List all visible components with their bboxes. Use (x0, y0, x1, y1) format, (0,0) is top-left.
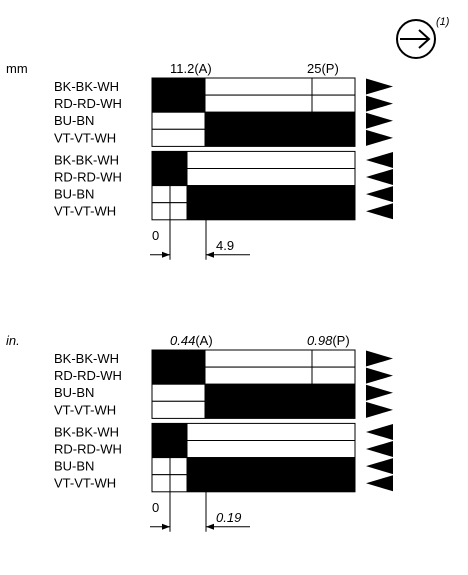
mark-p-label: 25(P) (307, 61, 339, 76)
contact-row: VT-VT-WH (54, 128, 393, 147)
row-label: BK-BK-WH (54, 351, 119, 366)
closed-segment (205, 112, 355, 130)
contact-row: VT-VT-WH (54, 400, 393, 419)
triangle-left-icon (366, 458, 393, 475)
row-label: BK-BK-WH (54, 79, 119, 94)
row-label: RD-RD-WH (54, 170, 122, 185)
mark-p-label: 0.98(P) (307, 333, 350, 348)
dimension-value: 4.9 (216, 238, 234, 253)
mark-p-suffix: (P) (332, 333, 349, 348)
triangle-right-icon (366, 401, 393, 418)
row-label: VT-VT-WH (54, 130, 116, 145)
closed-segment (205, 384, 355, 402)
row-label: BK-BK-WH (54, 152, 119, 167)
closed-segment (187, 457, 355, 475)
row-label: RD-RD-WH (54, 442, 122, 457)
triangle-left-icon (366, 203, 393, 220)
zero-label: 0 (152, 500, 159, 515)
circled-arrow-right-icon (396, 19, 436, 59)
zero-label: 0 (152, 228, 159, 243)
panel-mm: mm 11.2(A) 25(P) BK-BK-WH RD-RD-WH BU-BN VT-VT… (6, 61, 393, 260)
triangle-right-icon (366, 112, 393, 129)
row-label: VT-VT-WH (54, 476, 116, 491)
triangle-left-icon (366, 475, 393, 492)
closed-segment (152, 350, 205, 368)
unit-label: mm (6, 61, 28, 76)
closed-segment (187, 185, 355, 203)
mark-a-label: 0.44(A) (170, 333, 213, 348)
triangle-left-icon (366, 169, 393, 186)
dimension-arrowhead-left (162, 523, 170, 530)
indicator-arrow-head (418, 29, 431, 49)
reference-note: (1) (436, 16, 450, 28)
triangle-left-icon (366, 151, 393, 168)
closed-segment (205, 401, 355, 419)
triangle-right-icon (366, 367, 393, 384)
closed-segment (152, 367, 205, 385)
mark-p-value: 0.98 (307, 333, 333, 348)
triangle-right-icon (366, 350, 393, 367)
contact-row: RD-RD-WH (54, 94, 393, 113)
row-label: BK-BK-WH (54, 424, 119, 439)
contact-row: RD-RD-WH (54, 366, 393, 385)
triangle-right-icon (366, 129, 393, 146)
triangle-left-icon (366, 423, 393, 440)
contact-row: RD-RD-WH (54, 168, 393, 187)
row-label: BU-BN (54, 113, 94, 128)
triangle-right-icon (366, 384, 393, 401)
triangle-right-icon (366, 78, 393, 95)
contact-row: BK-BK-WH (54, 150, 393, 169)
contact-row: BK-BK-WH (54, 422, 393, 441)
contact-row: RD-RD-WH (54, 440, 393, 459)
row-label: BU-BN (54, 459, 94, 474)
row-label: RD-RD-WH (54, 96, 122, 111)
closed-segment (187, 202, 355, 220)
contact-row: BK-BK-WH (54, 77, 393, 96)
dimension-value: 0.19 (216, 510, 241, 525)
closed-segment (187, 474, 355, 492)
contact-row: BU-BN (54, 383, 393, 402)
row-label: VT-VT-WH (54, 204, 116, 219)
contact-row: BU-BN (54, 111, 393, 130)
closed-segment (152, 78, 205, 96)
dimension-arrowhead-right (206, 523, 214, 530)
mark-a-suffix: (A) (195, 333, 212, 348)
row-label: RD-RD-WH (54, 368, 122, 383)
dimension-arrowhead-left (162, 251, 170, 258)
row-label: BU-BN (54, 187, 94, 202)
contact-row: BU-BN (54, 185, 393, 204)
panel-inch: in. 0.44(A) 0.98(P) BK-BK-WH RD-RD-WH BU-BN VT… (6, 333, 393, 532)
triangle-left-icon (366, 441, 393, 458)
triangle-left-icon (366, 186, 393, 203)
contact-row: VT-VT-WH (54, 202, 393, 221)
contact-row: VT-VT-WH (54, 474, 393, 493)
direction-indicator: (1) (396, 16, 450, 59)
row-label: VT-VT-WH (54, 402, 116, 417)
contact-row: BU-BN (54, 457, 393, 476)
row-label: BU-BN (54, 385, 94, 400)
mark-a-value: 0.44 (170, 333, 195, 348)
closed-segment (205, 129, 355, 147)
closed-segment (152, 95, 205, 113)
unit-label: in. (6, 333, 20, 348)
mark-a-label: 11.2(A) (170, 61, 212, 76)
triangle-right-icon (366, 95, 393, 112)
dimension-arrowhead-right (206, 251, 214, 258)
contact-row: BK-BK-WH (54, 349, 393, 368)
